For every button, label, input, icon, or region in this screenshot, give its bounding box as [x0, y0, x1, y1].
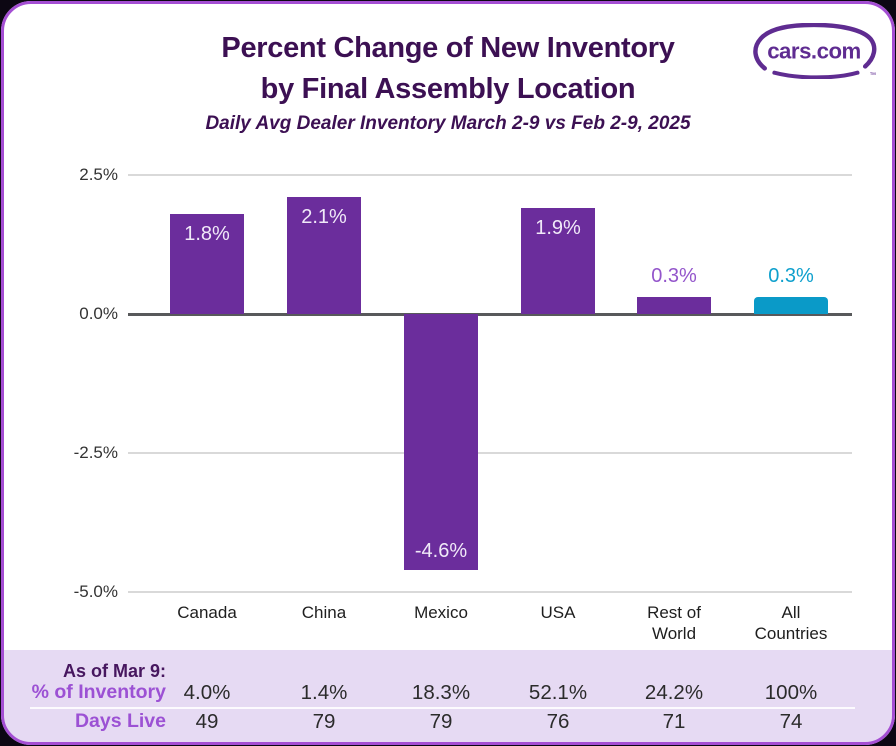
table-row-label-percent-of-inventory: % of Inventory	[31, 681, 166, 703]
table-row-label-days-live: Days Live	[74, 710, 166, 732]
category-label-mexico: Mexico	[414, 603, 468, 622]
category-label-all-countries: All Countries	[754, 603, 828, 643]
chart-title: Percent Change of New Inventory by Final…	[221, 32, 675, 105]
inventory-share-china: 1.4%	[300, 681, 348, 704]
y-axis-tick--2.5%: -2.5%	[73, 443, 118, 462]
days-live-usa: 76	[546, 710, 570, 733]
gridline-2.5%	[128, 174, 852, 176]
days-live-all-countries: 74	[779, 710, 803, 733]
y-axis-tick-2.5%: 2.5%	[79, 165, 118, 184]
bar-mexico	[404, 314, 478, 570]
gridline--5.0%	[128, 591, 852, 593]
category-label-china: China	[301, 603, 347, 622]
logo-text: cars.com	[767, 39, 861, 64]
table-label-as-of: As of Mar 9:	[62, 661, 166, 681]
bar-value-label-rest-of-world: 0.3%	[651, 265, 697, 288]
y-axis-tick-0.0%: 0.0%	[79, 304, 118, 323]
bar-value-label-canada: 1.8%	[184, 222, 230, 245]
cars-com-logo-icon: cars.com ™	[753, 23, 877, 79]
bar-all-countries	[754, 297, 828, 314]
bar-usa	[521, 208, 595, 314]
gridline-0.0%	[128, 312, 852, 316]
gridline--2.5%	[128, 452, 852, 454]
category-label-canada: Canada	[177, 603, 237, 622]
inventory-share-rest-of-world: 24.2%	[644, 681, 704, 704]
chart-subtitle: Daily Avg Dealer Inventory March 2-9 vs …	[205, 113, 691, 134]
summary-table-band	[4, 650, 892, 742]
days-live-mexico: 79	[429, 710, 453, 733]
inventory-share-mexico: 18.3%	[411, 681, 471, 704]
y-axis-tick--5.0%: -5.0%	[73, 582, 118, 601]
category-label-rest-of-world: Rest of World	[647, 603, 701, 643]
days-live-china: 79	[312, 710, 336, 733]
bar-rest-of-world	[637, 297, 711, 314]
logo-trademark: ™	[870, 72, 877, 79]
category-label-usa: USA	[540, 603, 576, 622]
bar-value-label-usa: 1.9%	[535, 217, 581, 240]
bar-value-label-all-countries: 0.3%	[768, 265, 814, 288]
bar-canada	[170, 213, 244, 314]
bar-value-label-china: 2.1%	[301, 206, 347, 229]
bar-china	[287, 197, 361, 314]
days-live-rest-of-world: 71	[662, 710, 686, 733]
inventory-share-usa: 52.1%	[528, 681, 588, 704]
table-row-divider	[30, 707, 855, 709]
days-live-canada: 49	[195, 710, 219, 733]
logo-swoosh-top	[753, 23, 877, 71]
bar-value-label-mexico: -4.6%	[414, 539, 468, 562]
inventory-share-all-countries: 100%	[764, 681, 818, 704]
inventory-share-canada: 4.0%	[183, 681, 231, 704]
logo-swoosh-bottom	[772, 70, 860, 79]
